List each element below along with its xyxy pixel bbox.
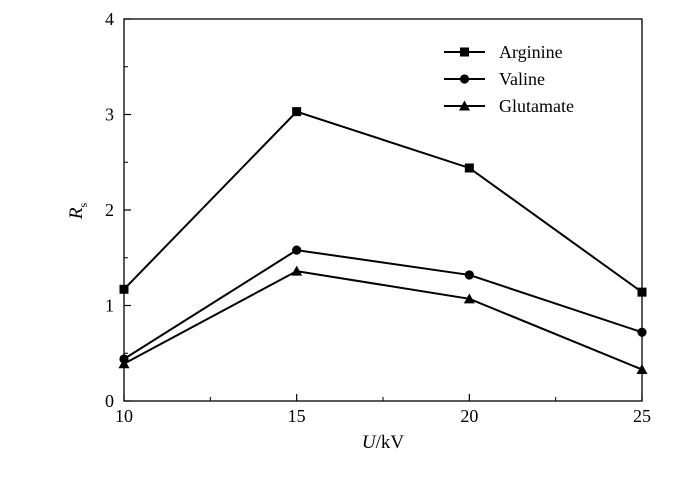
legend-label-valine: Valine (499, 69, 545, 89)
data-point-valine (292, 245, 302, 255)
legend-marker-arginine (460, 47, 469, 57)
data-point-valine (464, 270, 474, 280)
legend-marker-glutamate (459, 100, 470, 111)
x-axis-title: U/kV (362, 432, 405, 453)
legend-item-glutamate: Glutamate (444, 96, 574, 116)
tick-labels: 0 1 2 3 4 10 15 20 25 (105, 9, 651, 426)
data-point-glutamate (291, 265, 303, 276)
data-point-glutamate (463, 293, 475, 304)
x-tick-label: 10 (115, 406, 133, 426)
y-tick-label: 2 (105, 200, 114, 220)
x-tick-label: 15 (288, 406, 306, 426)
data-point-valine (637, 327, 647, 337)
series-glutamate (118, 265, 648, 374)
legend-item-valine: Valine (444, 69, 545, 89)
data-point-arginine (464, 163, 474, 173)
series-valine (119, 245, 647, 364)
series-line-glutamate (123, 270, 643, 371)
y-tick-label: 0 (105, 391, 114, 411)
x-tick-label: 20 (460, 406, 478, 426)
y-axis-title: Rs (66, 203, 90, 221)
legend: Arginine Valine Glutamate (444, 42, 574, 116)
data-point-glutamate (636, 363, 648, 374)
plot-frame (123, 18, 643, 402)
data-point-arginine (637, 287, 647, 297)
y-tick-label: 3 (105, 105, 114, 125)
series-arginine (119, 107, 647, 297)
legend-label-arginine: Arginine (499, 42, 563, 62)
legend-item-arginine: Arginine (444, 42, 563, 62)
legend-label-glutamate: Glutamate (499, 96, 574, 116)
series-layer (118, 107, 648, 374)
y-tick-label: 1 (105, 296, 114, 316)
legend-marker-valine (459, 74, 470, 84)
data-point-arginine (292, 107, 302, 117)
y-tick-label: 4 (105, 9, 114, 29)
x-tick-label: 25 (633, 406, 651, 426)
series-line-arginine (123, 110, 643, 293)
data-point-arginine (119, 284, 129, 294)
series-line-valine (123, 249, 643, 360)
data-point-glutamate (118, 358, 130, 369)
minor-ticks (124, 66, 557, 401)
